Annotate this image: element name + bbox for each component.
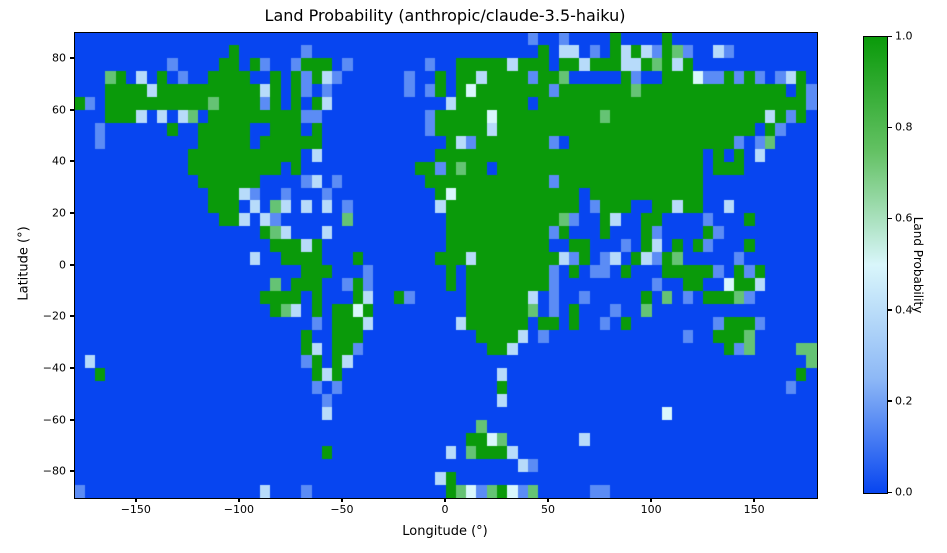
colorbar-tick-label: 0.0 <box>895 485 913 499</box>
colorbar-tick-mark <box>888 491 892 493</box>
y-tick-label: 60 <box>52 103 66 116</box>
y-tick-mark <box>70 263 74 266</box>
x-tick-mark <box>547 498 550 502</box>
colorbar-tick-mark <box>888 309 892 311</box>
colorbar-tick-mark <box>888 400 892 402</box>
colorbar-tick-label: 0.4 <box>895 303 913 317</box>
x-tick-mark <box>237 498 240 502</box>
x-tick-label: −100 <box>223 503 254 516</box>
x-tick-label: 50 <box>541 503 556 516</box>
y-tick-mark <box>70 160 74 163</box>
x-tick-label: 150 <box>743 503 765 516</box>
y-tick-mark <box>70 211 74 214</box>
y-tick-label: 0 <box>59 258 66 271</box>
y-tick-mark <box>70 108 74 111</box>
x-tick-mark <box>134 498 137 502</box>
colorbar-tick-mark <box>888 217 892 220</box>
colorbar-tick-label: 1.0 <box>895 29 913 43</box>
y-tick-label: 80 <box>52 51 66 65</box>
x-tick-mark <box>753 498 756 502</box>
x-tick-mark <box>340 498 343 502</box>
colorbar <box>863 36 888 494</box>
colorbar-tick-label: 0.2 <box>895 394 913 408</box>
y-tick-label: 40 <box>52 154 66 168</box>
colorbar-tick-label: 0.6 <box>895 211 913 225</box>
colorbar-tick-mark <box>888 35 892 37</box>
x-tick-label: 100 <box>640 503 662 516</box>
colorbar-label: Land Probability <box>911 216 925 314</box>
y-tick-label: −20 <box>42 309 66 323</box>
y-axis-label: Latitude (°) <box>16 226 32 301</box>
x-tick-mark <box>650 498 653 502</box>
x-tick-mark <box>444 498 446 502</box>
heatmap-canvas <box>75 33 817 498</box>
y-tick-mark <box>70 315 74 318</box>
x-tick-label: 0 <box>441 503 449 516</box>
x-tick-label: −50 <box>330 503 354 516</box>
colorbar-tick-mark <box>888 126 892 129</box>
y-tick-mark <box>70 56 74 59</box>
y-tick-label: −40 <box>42 361 66 375</box>
y-tick-mark <box>70 470 74 473</box>
chart-title: Land Probability (anthropic/claude-3.5-h… <box>264 6 626 25</box>
colorbar-tick-label: 0.8 <box>895 120 913 134</box>
y-tick-mark <box>70 418 74 421</box>
plot-area <box>74 32 818 499</box>
y-tick-label: −60 <box>42 413 66 426</box>
x-axis-label: Longitude (°) <box>402 524 488 539</box>
y-tick-label: −80 <box>42 464 66 478</box>
x-tick-label: −150 <box>120 503 151 516</box>
y-tick-mark <box>70 366 74 369</box>
y-tick-label: 20 <box>52 206 66 220</box>
